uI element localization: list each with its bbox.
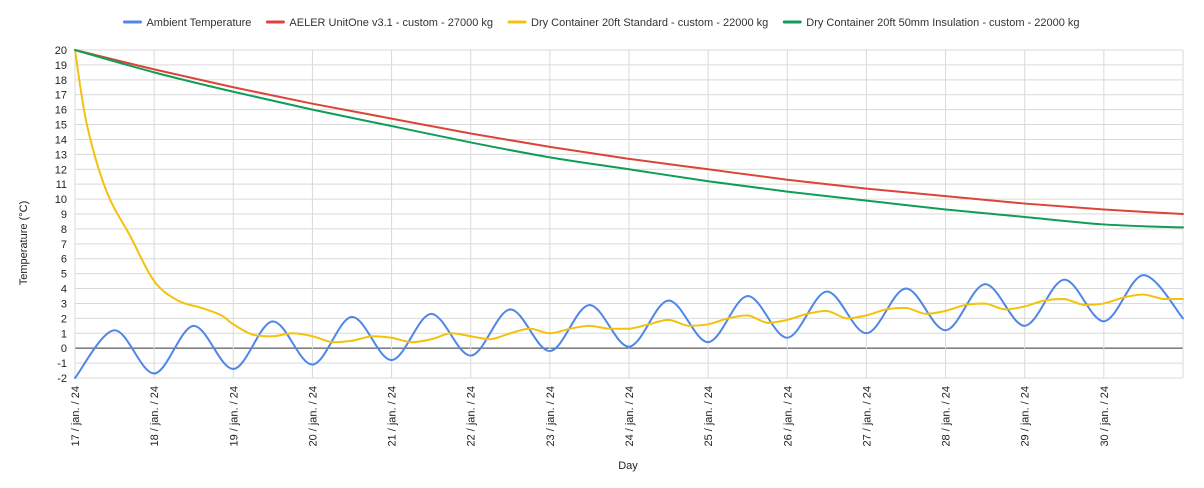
series-line-2 bbox=[74, 49, 1184, 215]
series-group bbox=[74, 49, 1184, 379]
series-line-4 bbox=[74, 49, 1184, 229]
x-tick-label: 23 / jan. / 24 bbox=[545, 386, 557, 447]
x-tick-label: 24 / jan. / 24 bbox=[624, 386, 636, 447]
y-tick-label: 16 bbox=[55, 105, 67, 117]
legend-label: Ambient Temperature bbox=[146, 17, 251, 29]
y-tick-label: 6 bbox=[61, 254, 67, 266]
y-tick-label: 12 bbox=[55, 164, 67, 176]
y-tick-label: 2 bbox=[61, 313, 67, 325]
x-tick-label: 20 / jan. / 24 bbox=[307, 386, 319, 447]
x-tick-label: 17 / jan. / 24 bbox=[70, 386, 82, 447]
x-tick-label: 22 / jan. / 24 bbox=[466, 386, 478, 447]
x-tick-label: 26 / jan. / 24 bbox=[782, 386, 794, 447]
x-tick-label: 28 / jan. / 24 bbox=[941, 386, 953, 447]
y-axis-title: Temperature (°C) bbox=[18, 201, 30, 285]
y-tick-label: 4 bbox=[61, 284, 67, 296]
x-tick-label: 18 / jan. / 24 bbox=[149, 386, 161, 447]
y-tick-label: 18 bbox=[55, 75, 67, 87]
y-tick-label: 11 bbox=[56, 179, 67, 191]
x-tick-label: 30 / jan. / 24 bbox=[1099, 386, 1111, 447]
y-tick-label: 14 bbox=[55, 134, 67, 146]
legend-label: AELER UnitOne v3.1 - custom - 27000 kg bbox=[289, 17, 493, 29]
legend-label: Dry Container 20ft Standard - custom - 2… bbox=[531, 17, 768, 29]
y-tick-label: 19 bbox=[55, 60, 67, 72]
legend-item-4[interactable]: Dry Container 20ft 50mm Insulation - cus… bbox=[782, 17, 1080, 29]
y-tick-label: -2 bbox=[57, 373, 67, 385]
x-tick-label: 25 / jan. / 24 bbox=[703, 386, 715, 447]
legend-item-3[interactable]: Dry Container 20ft Standard - custom - 2… bbox=[507, 17, 768, 29]
y-tick-label: 5 bbox=[61, 269, 67, 281]
x-tick-label: 27 / jan. / 24 bbox=[861, 386, 873, 447]
y-tick-label: 20 bbox=[55, 45, 67, 57]
legend-label: Dry Container 20ft 50mm Insulation - cus… bbox=[806, 17, 1079, 29]
y-tick-label: 0 bbox=[61, 343, 67, 355]
y-tick-label: 15 bbox=[55, 120, 67, 132]
y-tick-label: 9 bbox=[61, 209, 67, 221]
y-tick-label: 1 bbox=[61, 328, 67, 340]
y-tick-label: 17 bbox=[55, 90, 67, 102]
series-line-1 bbox=[74, 274, 1184, 379]
y-tick-label: 7 bbox=[61, 239, 67, 251]
y-tick-label: 8 bbox=[61, 224, 67, 236]
grid bbox=[74, 49, 1184, 379]
y-tick-label: 10 bbox=[55, 194, 67, 206]
y-tick-label: 13 bbox=[55, 149, 67, 161]
x-tick-label: 21 / jan. / 24 bbox=[387, 386, 399, 447]
x-axis-ticks: 17 / jan. / 24 18 / jan. / 24 19 / jan. / … bbox=[70, 386, 1111, 447]
legend: Ambient Temperature AELER UnitOne v3.1 - … bbox=[122, 17, 1080, 29]
legend-item-2[interactable]: AELER UnitOne v3.1 - custom - 27000 kg bbox=[265, 17, 493, 29]
y-tick-label: -1 bbox=[57, 358, 67, 370]
series-line-3 bbox=[74, 49, 1184, 344]
x-tick-label: 29 / jan. / 24 bbox=[1020, 386, 1032, 447]
legend-item-1[interactable]: Ambient Temperature bbox=[122, 17, 251, 29]
x-tick-label: 19 / jan. / 24 bbox=[228, 386, 240, 447]
x-axis-title: Day bbox=[618, 460, 638, 472]
y-tick-label: 3 bbox=[61, 298, 67, 310]
